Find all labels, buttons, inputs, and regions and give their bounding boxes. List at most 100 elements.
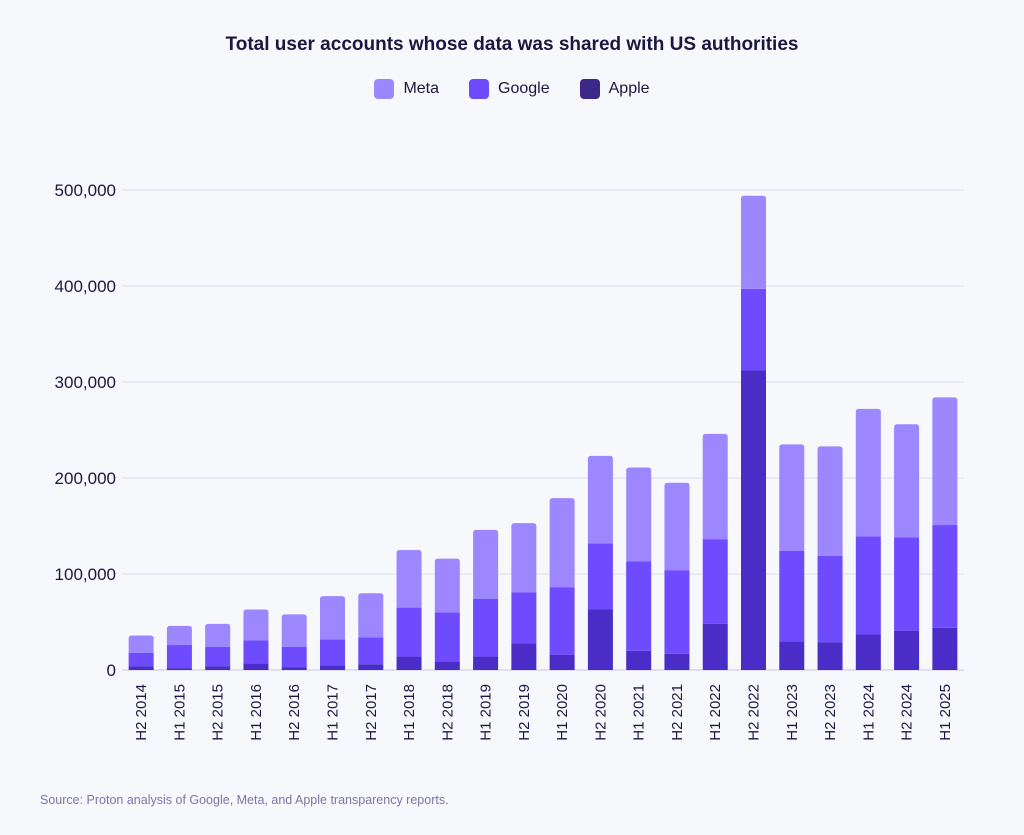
bar-segment-meta [396, 550, 422, 608]
bar-segment-google [281, 646, 307, 668]
bar-segment-google [396, 607, 422, 657]
bar-segment-google [549, 587, 575, 655]
x-tick-label: H1 2023 [784, 684, 801, 741]
bar-segment-meta [932, 397, 958, 526]
bar-segment-meta [549, 498, 575, 588]
bar-segment-google [932, 525, 958, 628]
x-tick-label: H2 2019 [516, 684, 533, 741]
bar-segment-google [358, 637, 384, 665]
legend-item-google: Google [469, 79, 550, 99]
x-tick-label: H2 2017 [363, 684, 380, 741]
y-tick-label: 100,000 [55, 565, 116, 584]
y-tick-label: 0 [107, 661, 116, 680]
chart-title: Total user accounts whose data was share… [225, 34, 799, 55]
source-note: Source: Proton analysis of Google, Meta,… [40, 793, 449, 807]
bar-segment-google [166, 645, 192, 669]
bar-segment-meta [320, 596, 345, 640]
bar-segment-apple [664, 653, 690, 670]
x-tick-label: H2 2016 [286, 684, 303, 741]
bar-segment-apple [205, 666, 231, 670]
chart-legend: Meta Google Apple [0, 79, 1024, 99]
bar-segment-meta [817, 446, 843, 556]
bar-segment-google [779, 550, 805, 642]
bar-segment-google [817, 555, 843, 643]
bar-segment-google [434, 612, 460, 662]
x-tick-label: H1 2020 [554, 684, 571, 741]
bar-segment-meta [894, 424, 920, 538]
bar-segment-apple [473, 656, 499, 670]
x-tick-label: H1 2022 [707, 684, 724, 741]
y-tick-label: 300,000 [55, 373, 116, 392]
bar-segment-meta [166, 625, 192, 646]
x-tick-label: H2 2015 [210, 684, 227, 741]
legend-swatch-google [469, 79, 490, 99]
bar-segment-google [128, 652, 154, 667]
bar-segment-google [626, 561, 652, 651]
x-tick-label: H1 2016 [248, 684, 265, 741]
bar-segment-meta [243, 609, 269, 641]
bar-segment-meta [779, 444, 805, 551]
bar-segment-google [473, 598, 499, 657]
bar-segment-apple [702, 623, 728, 670]
legend-swatch-apple [579, 79, 600, 99]
bar-segment-apple [549, 654, 575, 670]
bar-segment-apple [855, 634, 881, 670]
x-tick-label: H1 2015 [171, 684, 188, 741]
bar-segment-apple [128, 666, 154, 670]
bar-segment-google [702, 539, 728, 624]
bar-segment-meta [702, 433, 728, 540]
x-tick-label: H2 2014 [133, 684, 150, 741]
y-tick-label: 500,000 [55, 181, 116, 200]
x-tick-label: H1 2021 [631, 684, 648, 741]
bar-segment-google [511, 592, 537, 644]
bar-segment-meta [473, 529, 499, 599]
x-tick-label: H2 2021 [669, 684, 686, 741]
bar-segment-meta [205, 623, 231, 647]
x-tick-label: H1 2024 [860, 684, 877, 741]
legend-label-apple: Apple [608, 80, 650, 97]
bar-segment-apple [511, 643, 537, 670]
bar-segment-apple [320, 665, 345, 670]
x-tick-label: H2 2018 [439, 684, 456, 741]
bar-segment-apple [281, 667, 307, 670]
bar-segment-google [894, 537, 920, 631]
bar-segment-apple [779, 641, 805, 670]
bar-segment-google [587, 543, 613, 610]
bar-segment-apple [817, 642, 843, 670]
x-tick-label: H1 2018 [401, 684, 418, 741]
bar-segment-apple [243, 663, 269, 670]
bar-segment-meta [587, 455, 613, 544]
bar-segment-meta [664, 482, 690, 571]
bar-segment-apple [932, 627, 958, 670]
bar-segment-apple [396, 656, 422, 670]
bar-segment-apple [894, 630, 920, 670]
bar-segment-meta [511, 523, 537, 593]
bar-segment-meta [741, 195, 766, 289]
bar-segment-meta [358, 593, 384, 638]
bar-segment-apple [358, 664, 384, 670]
x-tick-label: H2 2024 [899, 684, 916, 741]
bar-segment-google [243, 640, 269, 664]
legend-swatch-meta [374, 79, 395, 99]
bar-segment-google [205, 646, 231, 667]
bar-segment-apple [587, 609, 613, 670]
x-tick-label: H2 2023 [822, 684, 839, 741]
x-tick-label: H1 2025 [937, 684, 954, 741]
legend-label-google: Google [498, 80, 550, 97]
legend-item-apple: Apple [579, 79, 650, 99]
bar-segment-google [320, 639, 345, 666]
bar-segment-meta [855, 408, 881, 537]
x-tick-label: H2 2020 [592, 684, 609, 741]
bar-segment-apple [166, 668, 192, 670]
bar-segment-apple [626, 650, 652, 670]
x-tick-label: H2 2022 [746, 684, 763, 741]
bar-segment-apple [741, 370, 766, 670]
bar-segment-meta [281, 614, 307, 647]
legend-item-meta: Meta [374, 79, 439, 99]
bar-segment-google [741, 288, 766, 371]
bar-segment-meta [626, 467, 652, 562]
x-tick-label: H1 2017 [325, 684, 342, 741]
bar-segment-google [664, 570, 690, 654]
